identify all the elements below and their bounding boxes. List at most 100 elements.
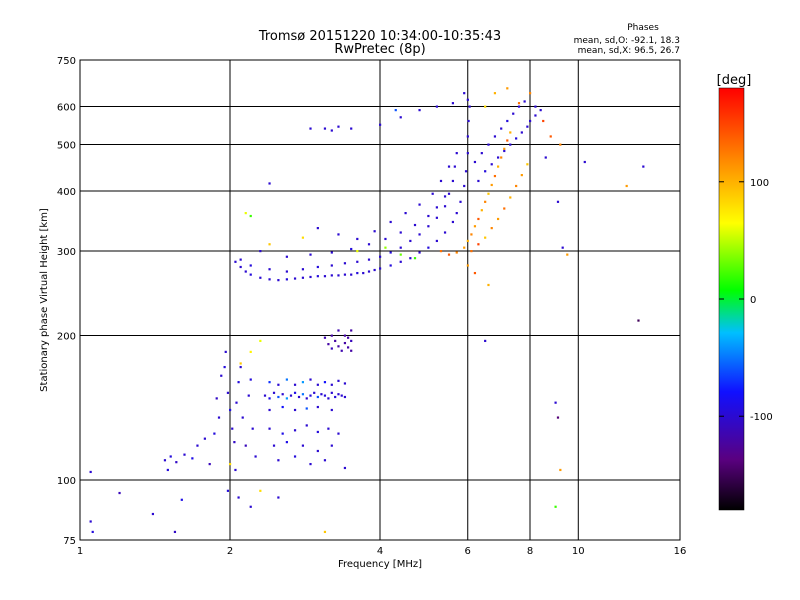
data-point <box>268 408 271 412</box>
data-point <box>309 127 312 130</box>
data-point <box>509 143 512 146</box>
data-point <box>213 432 216 435</box>
data-point <box>323 381 327 384</box>
data-point <box>241 416 244 419</box>
y-tick-label: 750 <box>57 56 76 67</box>
data-point <box>320 393 323 396</box>
colorbar-ticks: 100 0 -100 <box>719 178 773 423</box>
phase-info-o: mean, sd,O: -92.1, 18.3 <box>574 36 680 46</box>
data-point <box>554 401 557 404</box>
data-point <box>343 273 347 276</box>
data-point <box>517 102 521 105</box>
data-point <box>323 275 327 278</box>
data-point <box>330 444 333 447</box>
plot-frame <box>79 59 681 541</box>
data-point <box>226 391 230 394</box>
data-point <box>439 179 443 183</box>
data-point <box>343 382 347 385</box>
data-point <box>293 383 297 386</box>
y-tick-label: 75 <box>63 536 76 547</box>
data-point <box>484 236 487 239</box>
data-point <box>362 271 365 275</box>
data-point <box>467 119 470 123</box>
data-point <box>247 394 250 397</box>
data-point <box>484 170 487 173</box>
data-point <box>451 220 455 224</box>
data-point <box>208 462 211 466</box>
colorbar-unit-label: [deg] <box>717 73 752 88</box>
data-point <box>399 231 402 234</box>
data-point <box>226 489 230 492</box>
data-point <box>503 147 506 150</box>
data-point <box>443 205 447 208</box>
data-point <box>316 395 319 399</box>
data-point <box>337 125 340 128</box>
data-point <box>163 459 167 462</box>
data-point <box>418 251 421 254</box>
data-point <box>337 393 340 396</box>
data-point <box>277 383 280 386</box>
data-point <box>500 156 503 159</box>
data-point <box>285 378 288 381</box>
data-point <box>367 243 371 246</box>
data-point <box>625 184 628 188</box>
data-point <box>480 209 483 212</box>
data-point <box>480 152 483 155</box>
data-point <box>237 381 240 384</box>
data-point <box>259 339 262 343</box>
data-point <box>418 203 421 206</box>
data-point <box>496 156 500 159</box>
phase-info-heading: Phases <box>627 23 659 33</box>
data-point <box>503 149 506 153</box>
data-point <box>151 512 155 516</box>
data-point <box>346 336 350 339</box>
data-point <box>443 231 447 234</box>
data-point <box>309 275 312 279</box>
data-point <box>231 427 234 430</box>
y-tick-label: 300 <box>57 247 76 258</box>
y-tick-label: 200 <box>57 332 76 343</box>
data-point <box>323 459 327 462</box>
data-point <box>447 192 451 195</box>
data-point <box>277 459 280 462</box>
data-point <box>289 394 293 397</box>
data-point <box>515 137 518 140</box>
data-point <box>268 182 271 185</box>
data-point <box>249 350 252 353</box>
data-point <box>350 349 353 352</box>
data-point <box>173 530 177 534</box>
data-point <box>350 127 353 130</box>
data-point <box>254 455 257 458</box>
data-point <box>473 225 477 228</box>
data-point <box>337 329 340 332</box>
data-point <box>259 250 262 253</box>
data-point <box>316 275 319 278</box>
data-point <box>490 227 493 230</box>
x-tick-label: 4 <box>377 546 383 557</box>
data-point <box>556 200 560 203</box>
data-point <box>285 441 288 444</box>
data-point <box>334 339 337 343</box>
x-tick-label: 16 <box>674 546 687 557</box>
data-point <box>506 87 509 90</box>
data-point <box>451 102 455 105</box>
data-point <box>244 444 247 447</box>
data-point <box>520 173 523 177</box>
data-point <box>285 397 288 400</box>
data-point <box>526 163 529 166</box>
data-point <box>350 339 353 343</box>
data-points <box>89 87 645 534</box>
data-point <box>337 233 340 236</box>
data-point <box>340 349 343 352</box>
data-point <box>327 427 330 430</box>
y-axis-label: Stationary phase Virtual Height [km] <box>39 208 50 392</box>
data-point <box>234 260 237 263</box>
data-point <box>389 264 392 267</box>
data-point <box>259 276 262 279</box>
data-point <box>561 246 564 249</box>
data-point <box>277 496 280 499</box>
data-point <box>309 394 312 397</box>
data-point <box>529 92 532 95</box>
data-point <box>399 253 402 256</box>
data-point <box>217 416 221 419</box>
